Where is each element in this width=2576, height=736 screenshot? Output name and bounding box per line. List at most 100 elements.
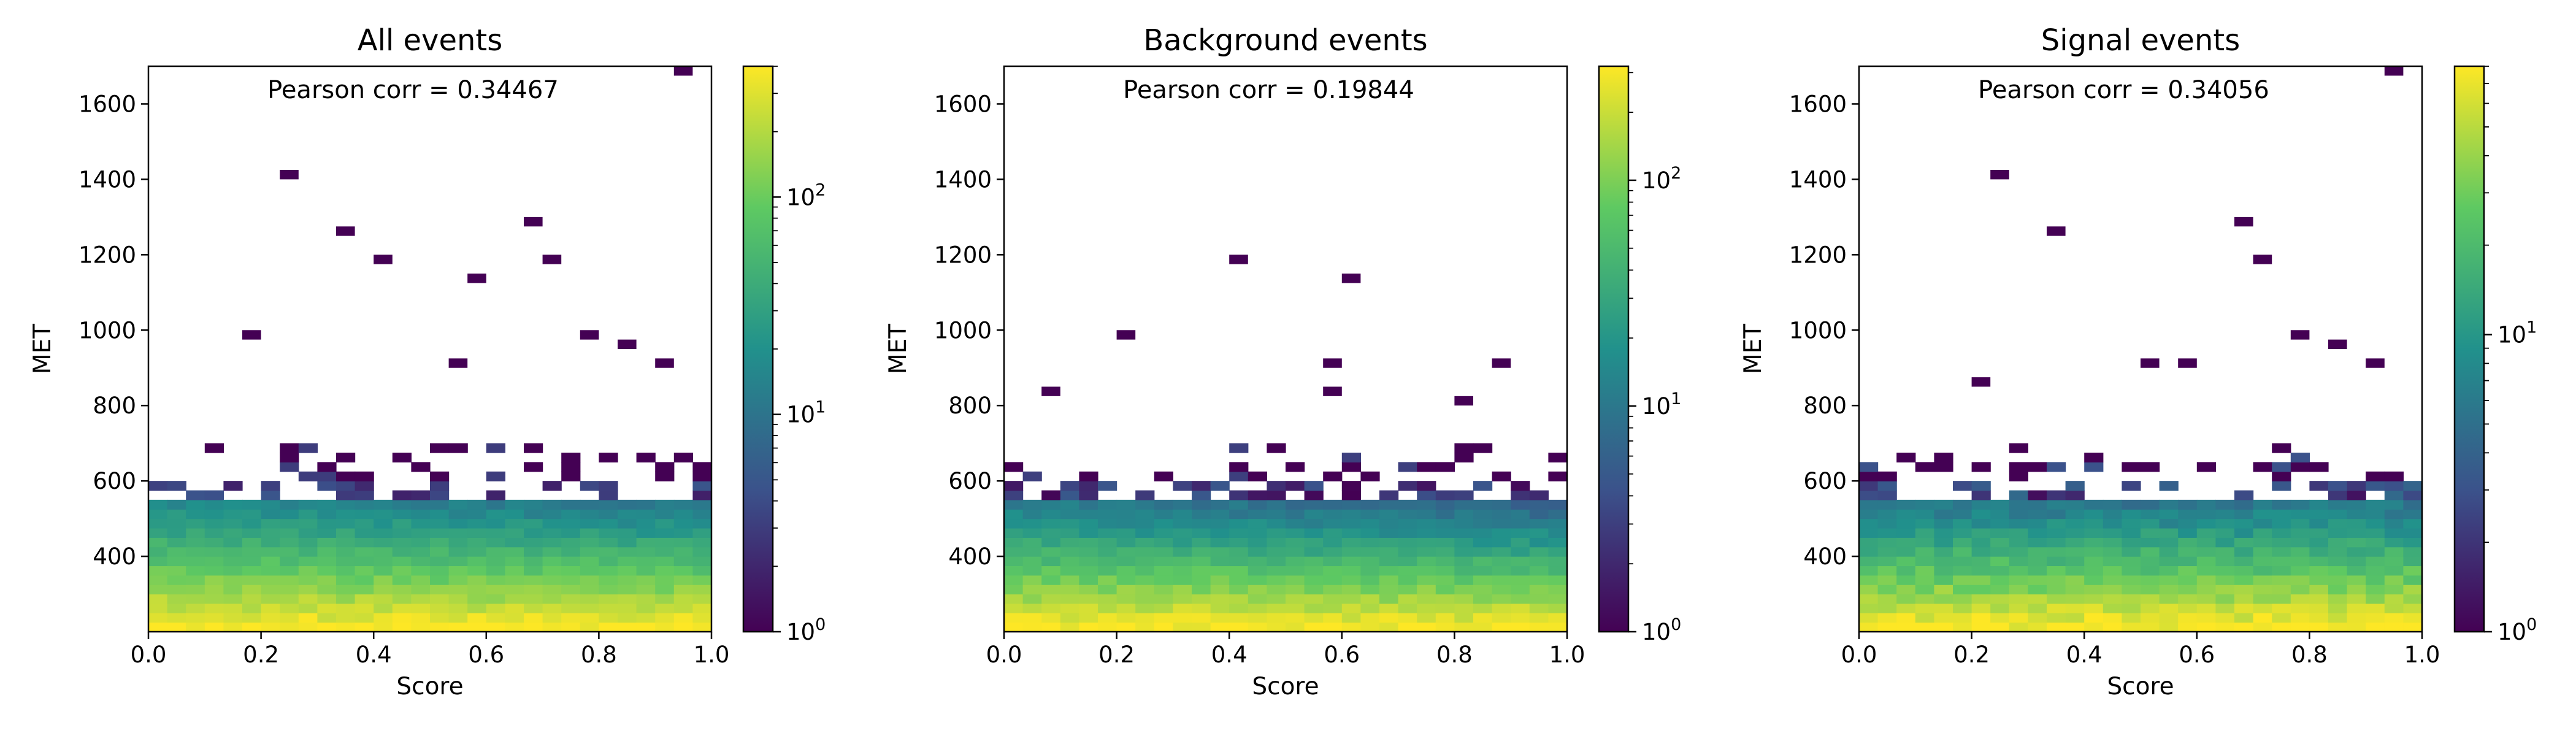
heatmap-cell (599, 527, 618, 538)
heatmap-cell (1267, 556, 1286, 567)
heatmap-cell (1915, 613, 1934, 623)
heatmap-cell (505, 585, 524, 595)
heatmap-cell (167, 556, 186, 567)
heatmap-cell (2009, 490, 2028, 500)
heatmap-cell (2065, 585, 2085, 595)
heatmap-cell (1859, 575, 1879, 585)
heatmap-cell (2215, 499, 2235, 510)
heatmap-cell (1229, 499, 1249, 510)
heatmap-cell (2309, 462, 2329, 472)
heatmap-cell (242, 622, 262, 632)
heatmap-cell (1934, 585, 1953, 595)
heatmap-cell (1323, 537, 1343, 548)
heatmap-cell (1934, 453, 1953, 462)
heatmap-cell (1859, 518, 1879, 529)
y-tick-label: 1000 (79, 317, 136, 343)
heatmap-cell (2178, 565, 2198, 576)
heatmap-cell (2290, 462, 2310, 472)
heatmap-cell (1341, 518, 1361, 529)
heatmap-cell (1360, 585, 1380, 595)
heatmap-cell (1079, 490, 1098, 500)
heatmap-cell (1877, 613, 1897, 623)
heatmap-cell (2103, 527, 2122, 538)
heatmap-cell (2347, 594, 2366, 604)
heatmap-cell (1529, 509, 1549, 519)
heatmap-cell (2328, 527, 2348, 538)
heatmap-cell (467, 565, 487, 576)
heatmap-cell (1379, 585, 1399, 595)
heatmap-cell (1004, 546, 1024, 557)
heatmap-cell (1267, 443, 1286, 453)
heatmap-cell (1454, 509, 1474, 519)
heatmap-cell (2384, 594, 2404, 604)
heatmap-cell (1454, 490, 1474, 500)
heatmap-cell (1022, 585, 1042, 595)
heatmap-cell (524, 499, 543, 510)
heatmap-cell (1079, 575, 1098, 585)
x-tick-label: 0.6 (2179, 642, 2215, 668)
heatmap-cells (148, 66, 712, 632)
heatmap-cell (2309, 537, 2329, 548)
heatmap-cell (1435, 546, 1455, 557)
heatmap-cell (2366, 499, 2385, 510)
heatmap-cell (148, 537, 168, 548)
heatmap-cell (1859, 603, 1879, 613)
heatmap-cell (336, 537, 356, 548)
y-tick-label: 400 (948, 543, 992, 570)
heatmap-cell (2328, 594, 2348, 604)
heatmap-cell (1041, 490, 1061, 500)
heatmap-cell (524, 565, 543, 576)
heatmap-cell (1248, 509, 1267, 519)
heatmap-cell (1116, 575, 1136, 585)
heatmap-cell (580, 537, 599, 548)
heatmap-cell (2084, 462, 2104, 472)
heatmap-cell (2047, 594, 2066, 604)
heatmap-cell (2272, 499, 2291, 510)
heatmap-cell (1417, 613, 1436, 623)
heatmap-cell (430, 527, 450, 538)
heatmap-cell (223, 481, 243, 491)
heatmap-cell (1548, 575, 1568, 585)
heatmap-cell (655, 462, 675, 472)
heatmap-cell (655, 509, 675, 519)
heatmap-cell (186, 509, 205, 519)
heatmap-cell (561, 594, 581, 604)
plot-frame (147, 65, 713, 633)
y-tick-label: 1600 (934, 91, 992, 117)
heatmap-cell (1079, 603, 1098, 613)
heatmap-cell (1304, 556, 1324, 567)
heatmap-cell (1417, 565, 1436, 576)
heatmap-cell (2028, 490, 2047, 500)
heatmap-cell-isolated (580, 330, 599, 340)
heatmap-cell (204, 594, 224, 604)
heatmap-cell (636, 603, 656, 613)
heatmap-cell (580, 546, 599, 557)
heatmap-cell (1360, 594, 1380, 604)
heatmap-cell (1041, 509, 1061, 519)
heatmap-cell (2103, 622, 2122, 632)
heatmap-cell (1192, 527, 1211, 538)
heatmap-cell (2290, 453, 2310, 462)
y-tick-label: 400 (93, 543, 136, 570)
heatmap-cell (505, 622, 524, 632)
heatmap-cell (1511, 499, 1530, 510)
heatmap-cell (673, 527, 693, 538)
heatmap-cell (355, 603, 374, 613)
heatmap-cell (1229, 603, 1249, 613)
heatmap-cell (148, 613, 168, 623)
heatmap-cell (467, 594, 487, 604)
heatmap-cell (542, 509, 562, 519)
heatmap-cell (486, 546, 505, 557)
heatmap-cell (1041, 603, 1061, 613)
heatmap-cell (2122, 481, 2141, 491)
heatmap-cell (1192, 585, 1211, 595)
heatmap-cell (618, 546, 637, 557)
heatmap-cell (636, 499, 656, 510)
heatmap-cell (486, 613, 505, 623)
heatmap-cell (1286, 613, 1305, 623)
heatmap-cell (430, 594, 450, 604)
heatmap-cell (1915, 509, 1934, 519)
heatmap-cell (618, 575, 637, 585)
heatmap-cell (1154, 527, 1173, 538)
heatmap-cell (1304, 594, 1324, 604)
